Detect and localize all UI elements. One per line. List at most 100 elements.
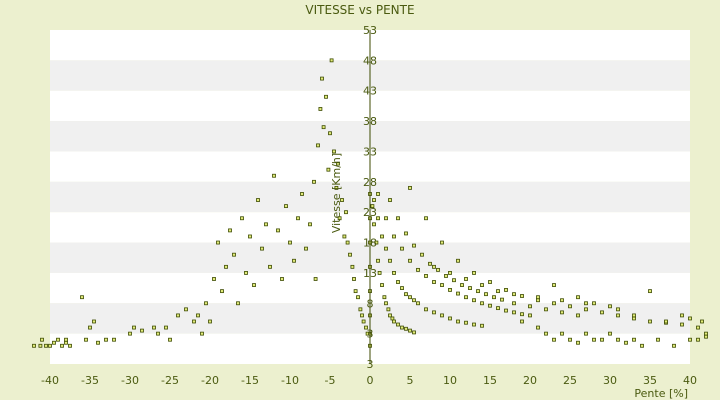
data-point (268, 264, 272, 269)
data-point (353, 289, 358, 294)
data-point (448, 271, 452, 275)
data-point (140, 328, 144, 333)
x-tick-label: 25 (563, 374, 577, 387)
data-point (60, 343, 64, 348)
data-point (632, 337, 636, 342)
data-point (592, 301, 596, 306)
data-point (32, 343, 36, 348)
data-point (576, 313, 580, 318)
data-point (428, 261, 432, 266)
data-point (412, 298, 416, 303)
y-tick-label: 38 (363, 115, 377, 128)
data-point (552, 301, 556, 306)
data-point (496, 306, 500, 311)
data-point (228, 228, 232, 233)
data-point (672, 343, 676, 348)
data-point (460, 283, 464, 287)
x-tick-label: 15 (483, 374, 497, 387)
data-point (700, 319, 704, 324)
y-tick-label: 28 (363, 176, 377, 189)
data-point (688, 337, 692, 342)
data-point (370, 204, 375, 209)
data-point (392, 271, 396, 275)
data-point (132, 325, 136, 330)
data-point (376, 258, 380, 263)
data-point (536, 295, 540, 300)
data-point (328, 131, 332, 136)
data-point (324, 94, 328, 99)
data-point (392, 319, 396, 324)
data-point (377, 271, 382, 275)
x-tick-label: 30 (603, 374, 617, 387)
data-point (348, 252, 352, 257)
data-point (400, 325, 404, 330)
x-tick-label: -15 (241, 374, 259, 387)
data-point (372, 198, 376, 202)
x-tick-label: -10 (281, 374, 299, 387)
y-tick-label: 3 (367, 328, 374, 341)
data-point (284, 204, 288, 209)
data-point (496, 289, 500, 294)
data-point (512, 301, 516, 306)
data-point (384, 246, 388, 251)
data-point (464, 277, 468, 281)
data-point (280, 277, 284, 281)
data-point (321, 125, 326, 130)
data-point (68, 343, 72, 348)
data-point (56, 337, 60, 342)
data-point (356, 295, 360, 300)
data-point (440, 240, 444, 245)
data-point (112, 337, 116, 342)
data-point (568, 304, 572, 309)
data-point (416, 301, 420, 306)
data-point (376, 192, 380, 196)
x-tick-label: 5 (407, 374, 414, 387)
data-point (384, 301, 388, 306)
data-point (688, 316, 692, 321)
data-point (260, 246, 264, 251)
data-point (632, 313, 636, 318)
data-point (432, 310, 436, 315)
data-point (408, 328, 412, 333)
data-point (296, 216, 300, 221)
x-tick-label: 20 (523, 374, 537, 387)
data-point (256, 198, 260, 202)
data-point (104, 337, 108, 342)
data-point (640, 343, 644, 348)
y-tick-label: 48 (363, 54, 377, 67)
data-point (184, 307, 188, 312)
data-point (244, 271, 248, 275)
x-tick-label: -20 (201, 374, 219, 387)
data-point (388, 258, 392, 263)
data-point (472, 322, 476, 327)
data-point (412, 330, 416, 335)
data-point (456, 319, 460, 324)
data-point (520, 319, 524, 324)
data-point (680, 322, 684, 327)
data-point (404, 326, 408, 331)
data-point (252, 283, 256, 287)
data-point (616, 337, 620, 342)
data-point (536, 298, 540, 303)
data-point (552, 283, 556, 287)
data-point (424, 307, 428, 312)
data-point (380, 283, 384, 287)
data-point (196, 313, 200, 318)
x-tick-label: -25 (161, 374, 179, 387)
data-point (680, 313, 684, 318)
data-point (584, 331, 588, 336)
data-point (404, 231, 408, 236)
data-point (520, 312, 524, 317)
data-point (440, 283, 444, 287)
data-point (424, 216, 428, 221)
data-point (456, 291, 460, 296)
data-point (500, 297, 504, 302)
data-point (504, 288, 508, 292)
data-point (320, 76, 324, 81)
data-point (648, 289, 652, 294)
data-point (624, 340, 628, 345)
data-point (416, 267, 420, 272)
data-point (648, 319, 652, 324)
